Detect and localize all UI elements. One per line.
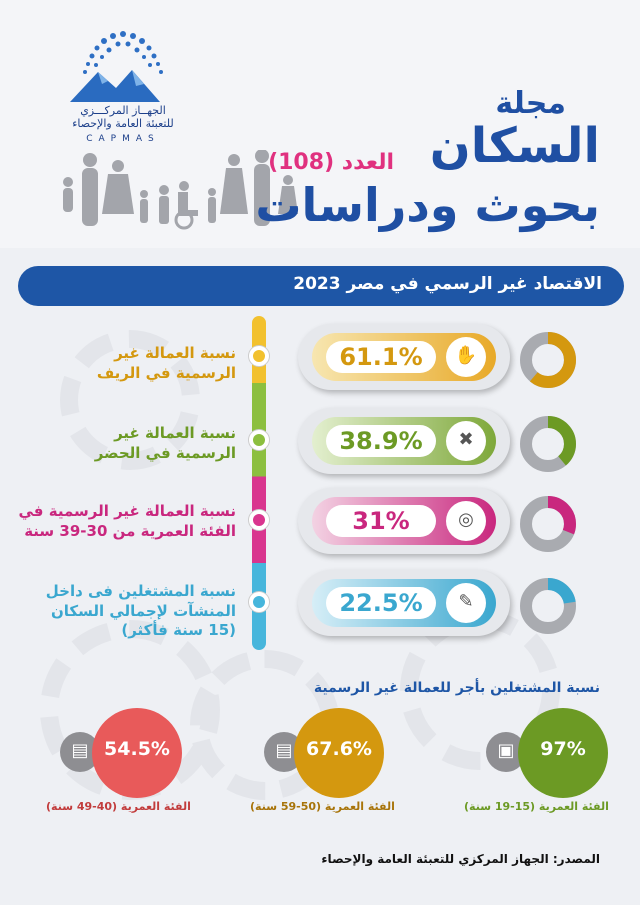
stat-pill: 31% ◎ [298, 488, 510, 554]
timeline-bar [252, 316, 266, 650]
timeline-dot [249, 430, 269, 450]
donut-value-arc [520, 416, 576, 472]
stat-donut [518, 494, 578, 558]
stat-label-line: الرسمية في الريف [96, 363, 236, 382]
stat-donut-chart [520, 578, 576, 634]
wage-group: ▤ 67.6% الفئة العمرية (50-59 سنة) [250, 700, 400, 820]
stat-value: 31% [326, 505, 436, 537]
stat-label-line: نسبة العمالة غير الرسمية في [18, 502, 237, 520]
age-group-label: الفئة العمرية (15-19 سنة) [464, 800, 609, 813]
age-group-label: الفئة العمرية (40-49 سنة) [46, 800, 191, 813]
clipboard-icon: ✎ [446, 583, 486, 623]
wage-group: ▤ 54.5% الفئة العمرية (40-49 سنة) [46, 700, 196, 820]
org-name: الجهــاز المركـــزي للتعبئة العامة والإح… [58, 104, 188, 130]
stat-donut [518, 330, 578, 394]
org-name-line1: الجهــاز المركـــزي [80, 104, 166, 117]
title-population: السكان [429, 118, 600, 174]
stat-label: نسبة العمالة غير الرسمية في الحضر [8, 424, 236, 463]
title-magazine: مجلة [495, 86, 566, 121]
timeline-dot [249, 592, 269, 612]
stat-label: نسبة العمالة غير الرسمية في الفئة العمري… [8, 502, 237, 541]
family-silhouette-icon [63, 150, 298, 230]
wage-percent-badge: 97% [518, 708, 608, 798]
source-note: المصدر: الجهاز المركزي للتعبئة العامة وا… [321, 852, 600, 866]
title-research: بحوث ودراسات [255, 178, 600, 232]
age-range: (15-19 سنة) [464, 800, 536, 813]
stat-donut-chart [520, 496, 576, 552]
timeline-dot [249, 510, 269, 530]
stat-label-line: (15 سنة فأكثر) [121, 621, 236, 639]
stat-label-line: نسبة العمالة غير [114, 344, 236, 362]
stat-label-line: نسبة العمالة غير [114, 424, 236, 442]
timeline-dot [249, 346, 269, 366]
wage-percent-badge: 67.6% [294, 708, 384, 798]
age-group-label: الفئة العمرية (50-59 سنة) [250, 800, 395, 813]
org-name-line2: للتعبئة العامة والإحصاء [72, 117, 174, 131]
stat-donut-chart [520, 416, 576, 472]
donut-value-arc [520, 496, 576, 552]
stat-value: 61.1% [326, 341, 436, 373]
stat-pill-fill: 22.5% ✎ [312, 579, 496, 627]
org-abbr: CAPMAS [86, 134, 160, 144]
age-label: الفئة العمرية [120, 800, 191, 813]
stat-value: 22.5% [326, 587, 436, 619]
section-banner: الاقتصاد غير الرسمي في مصر 2023 [18, 266, 624, 306]
wage-percent-badge: 54.5% [92, 708, 182, 798]
stat-pill-fill: 61.1% ✋ [312, 333, 496, 381]
donut-value-arc [520, 332, 576, 388]
stat-pill-fill: 31% ◎ [312, 497, 496, 545]
issue-number: العدد (108) [268, 150, 394, 175]
age-range: (40-49 سنة) [46, 800, 118, 813]
wage-section-title: نسبة المشتغلين بأجر للعمالة غير الرسمية [313, 680, 600, 696]
stat-value: 38.9% [326, 425, 436, 457]
target-icon: ◎ [446, 501, 486, 541]
stat-label: نسبة العمالة غير الرسمية في الريف [8, 344, 236, 383]
donut-value-arc [520, 578, 576, 634]
stat-pill: 38.9% ✖ [298, 408, 510, 474]
money-hand-icon: ✋ [446, 337, 486, 377]
stat-pill-fill: 38.9% ✖ [312, 417, 496, 465]
age-label: الفئة العمرية [538, 800, 609, 813]
tools-icon: ✖ [446, 421, 486, 461]
stat-pill: 61.1% ✋ [298, 324, 510, 390]
wage-group: ▣ 97% الفئة العمرية (15-19 سنة) [456, 700, 609, 820]
age-label: الفئة العمرية [324, 800, 395, 813]
stat-label: نسبة المشتغلين فى داخل المنشآت لإجمالي ا… [8, 582, 236, 641]
stat-donut [518, 576, 578, 640]
stat-label-line: نسبة المشتغلين فى داخل [45, 582, 236, 600]
age-range: (50-59 سنة) [250, 800, 322, 813]
stat-label-line: الرسمية في الحضر [94, 443, 236, 462]
stat-label-line: المنشآت لإجمالي السكان [50, 601, 236, 620]
stat-donut-chart [520, 332, 576, 388]
stat-pill: 22.5% ✎ [298, 570, 510, 636]
capmas-logo [70, 31, 163, 102]
stat-donut [518, 414, 578, 478]
stat-label-line: الفئة العمرية من 30-39 سنة [24, 521, 236, 540]
